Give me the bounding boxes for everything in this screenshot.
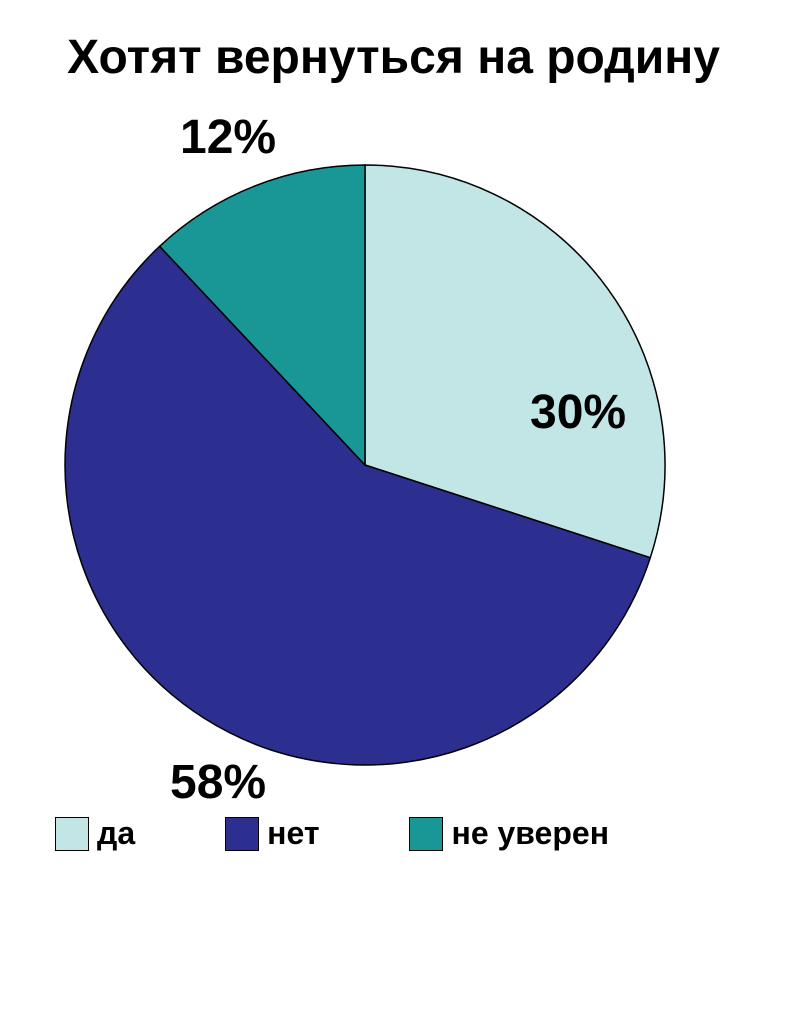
slice-label-yes: 30% (530, 385, 626, 440)
pie-svg (0, 85, 787, 805)
legend-label-yes: да (97, 815, 135, 852)
legend-swatch-no (225, 817, 259, 851)
legend-item-yes: да (55, 815, 135, 852)
legend-swatch-yes (55, 817, 89, 851)
slice-label-unsure: 12% (180, 110, 276, 165)
legend: да нет не уверен (0, 815, 787, 852)
legend-label-no: нет (267, 815, 319, 852)
legend-item-no: нет (225, 815, 319, 852)
legend-swatch-unsure (409, 817, 443, 851)
pie-chart: 30% 58% 12% (0, 85, 787, 805)
slice-label-no: 58% (170, 755, 266, 810)
legend-item-unsure: не уверен (409, 815, 609, 852)
legend-label-unsure: не уверен (451, 815, 609, 852)
chart-title: Хотят вернуться на родину (0, 0, 787, 85)
